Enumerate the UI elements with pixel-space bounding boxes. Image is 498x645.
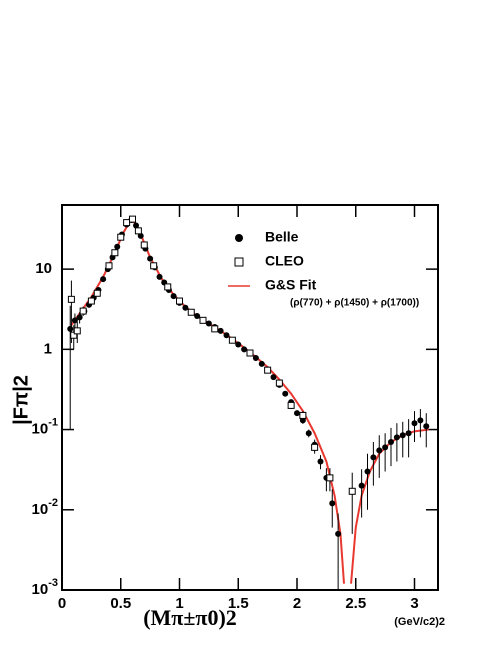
data-point [87,297,95,305]
data-point [147,255,154,262]
data-point [423,423,430,430]
fit-line [70,219,429,584]
plot-area [67,215,430,590]
data-point [176,297,183,305]
y-tick-label: 10 [35,260,52,277]
plot-frame [61,204,439,591]
data-point [199,316,207,324]
data-point [156,273,163,280]
data-point [111,249,119,257]
data-point [150,262,158,270]
y-tick-label: 1 [44,340,52,357]
x-axis-title: (Mπ±π0)2 [143,605,237,630]
data-point [405,430,412,437]
x-axis-unit: (GeV/c2)2 [394,616,445,628]
data-point [71,317,78,324]
data-point [317,458,324,465]
data-point [76,314,83,321]
legend-label: G&S Fit [265,277,317,293]
data-point [170,293,177,300]
data-point [123,219,131,227]
data-point [411,420,418,427]
x-tick-label: 2.5 [345,595,366,612]
data-point [241,346,248,353]
data-point [246,349,254,357]
data-point [287,401,295,409]
data-point [348,487,356,495]
data-point [282,390,289,397]
data-point [133,222,140,229]
data-point [93,289,101,297]
y-tick-label: 10-2 [32,497,58,518]
data-point [67,295,75,303]
legend-label: CLEO [265,253,304,269]
data-point [258,360,265,367]
x-tick-label: 1 [175,595,183,612]
data-point [370,454,377,461]
data-point [140,241,148,249]
x-tick-label: 0 [58,595,66,612]
data-point [79,307,87,315]
data-point [358,482,365,489]
data-point [228,336,236,344]
data-point [264,366,272,374]
data-point [376,447,383,454]
data-point [70,331,78,339]
data-point [326,474,334,482]
data-point [335,530,342,537]
y-tick-label: 10-1 [32,416,58,437]
data-point [275,379,283,387]
legend-swatch [235,234,243,242]
data-point [417,417,424,424]
legend-note: (ρ(770) + ρ(1450) + ρ(1700)) [290,298,419,309]
data-point [299,411,307,419]
x-tick-label: 1.5 [228,595,249,612]
x-tick-label: 0.5 [110,595,131,612]
data-point [294,410,300,417]
data-point [235,341,242,348]
data-point [67,325,74,332]
legend-label: Belle [265,229,299,245]
data-point [114,243,121,250]
data-point [73,327,81,335]
data-point [134,227,142,235]
x-tick-label: 3 [410,595,418,612]
data-point [382,444,389,451]
data-point [252,354,259,361]
data-point [105,262,113,270]
data-point [393,434,400,441]
data-point [129,215,136,223]
legend-swatch [234,257,244,267]
data-point [217,327,224,334]
data-point [100,276,107,283]
data-point [205,320,212,327]
data-point [182,304,189,311]
y-tick-label: 10-3 [32,577,58,598]
data-point [270,374,277,381]
x-tick-label: 2 [293,595,301,612]
data-point [311,443,319,451]
y-axis-title: |Fπ|2 [10,375,32,425]
data-point [164,283,172,291]
data-point [305,430,312,437]
data-point [388,438,394,445]
data-point [194,313,201,320]
data-point [117,233,125,241]
data-point [223,332,230,339]
data-point [399,432,406,439]
data-point [187,308,195,316]
data-point [329,500,336,507]
data-point [364,468,371,475]
data-point [211,325,219,333]
